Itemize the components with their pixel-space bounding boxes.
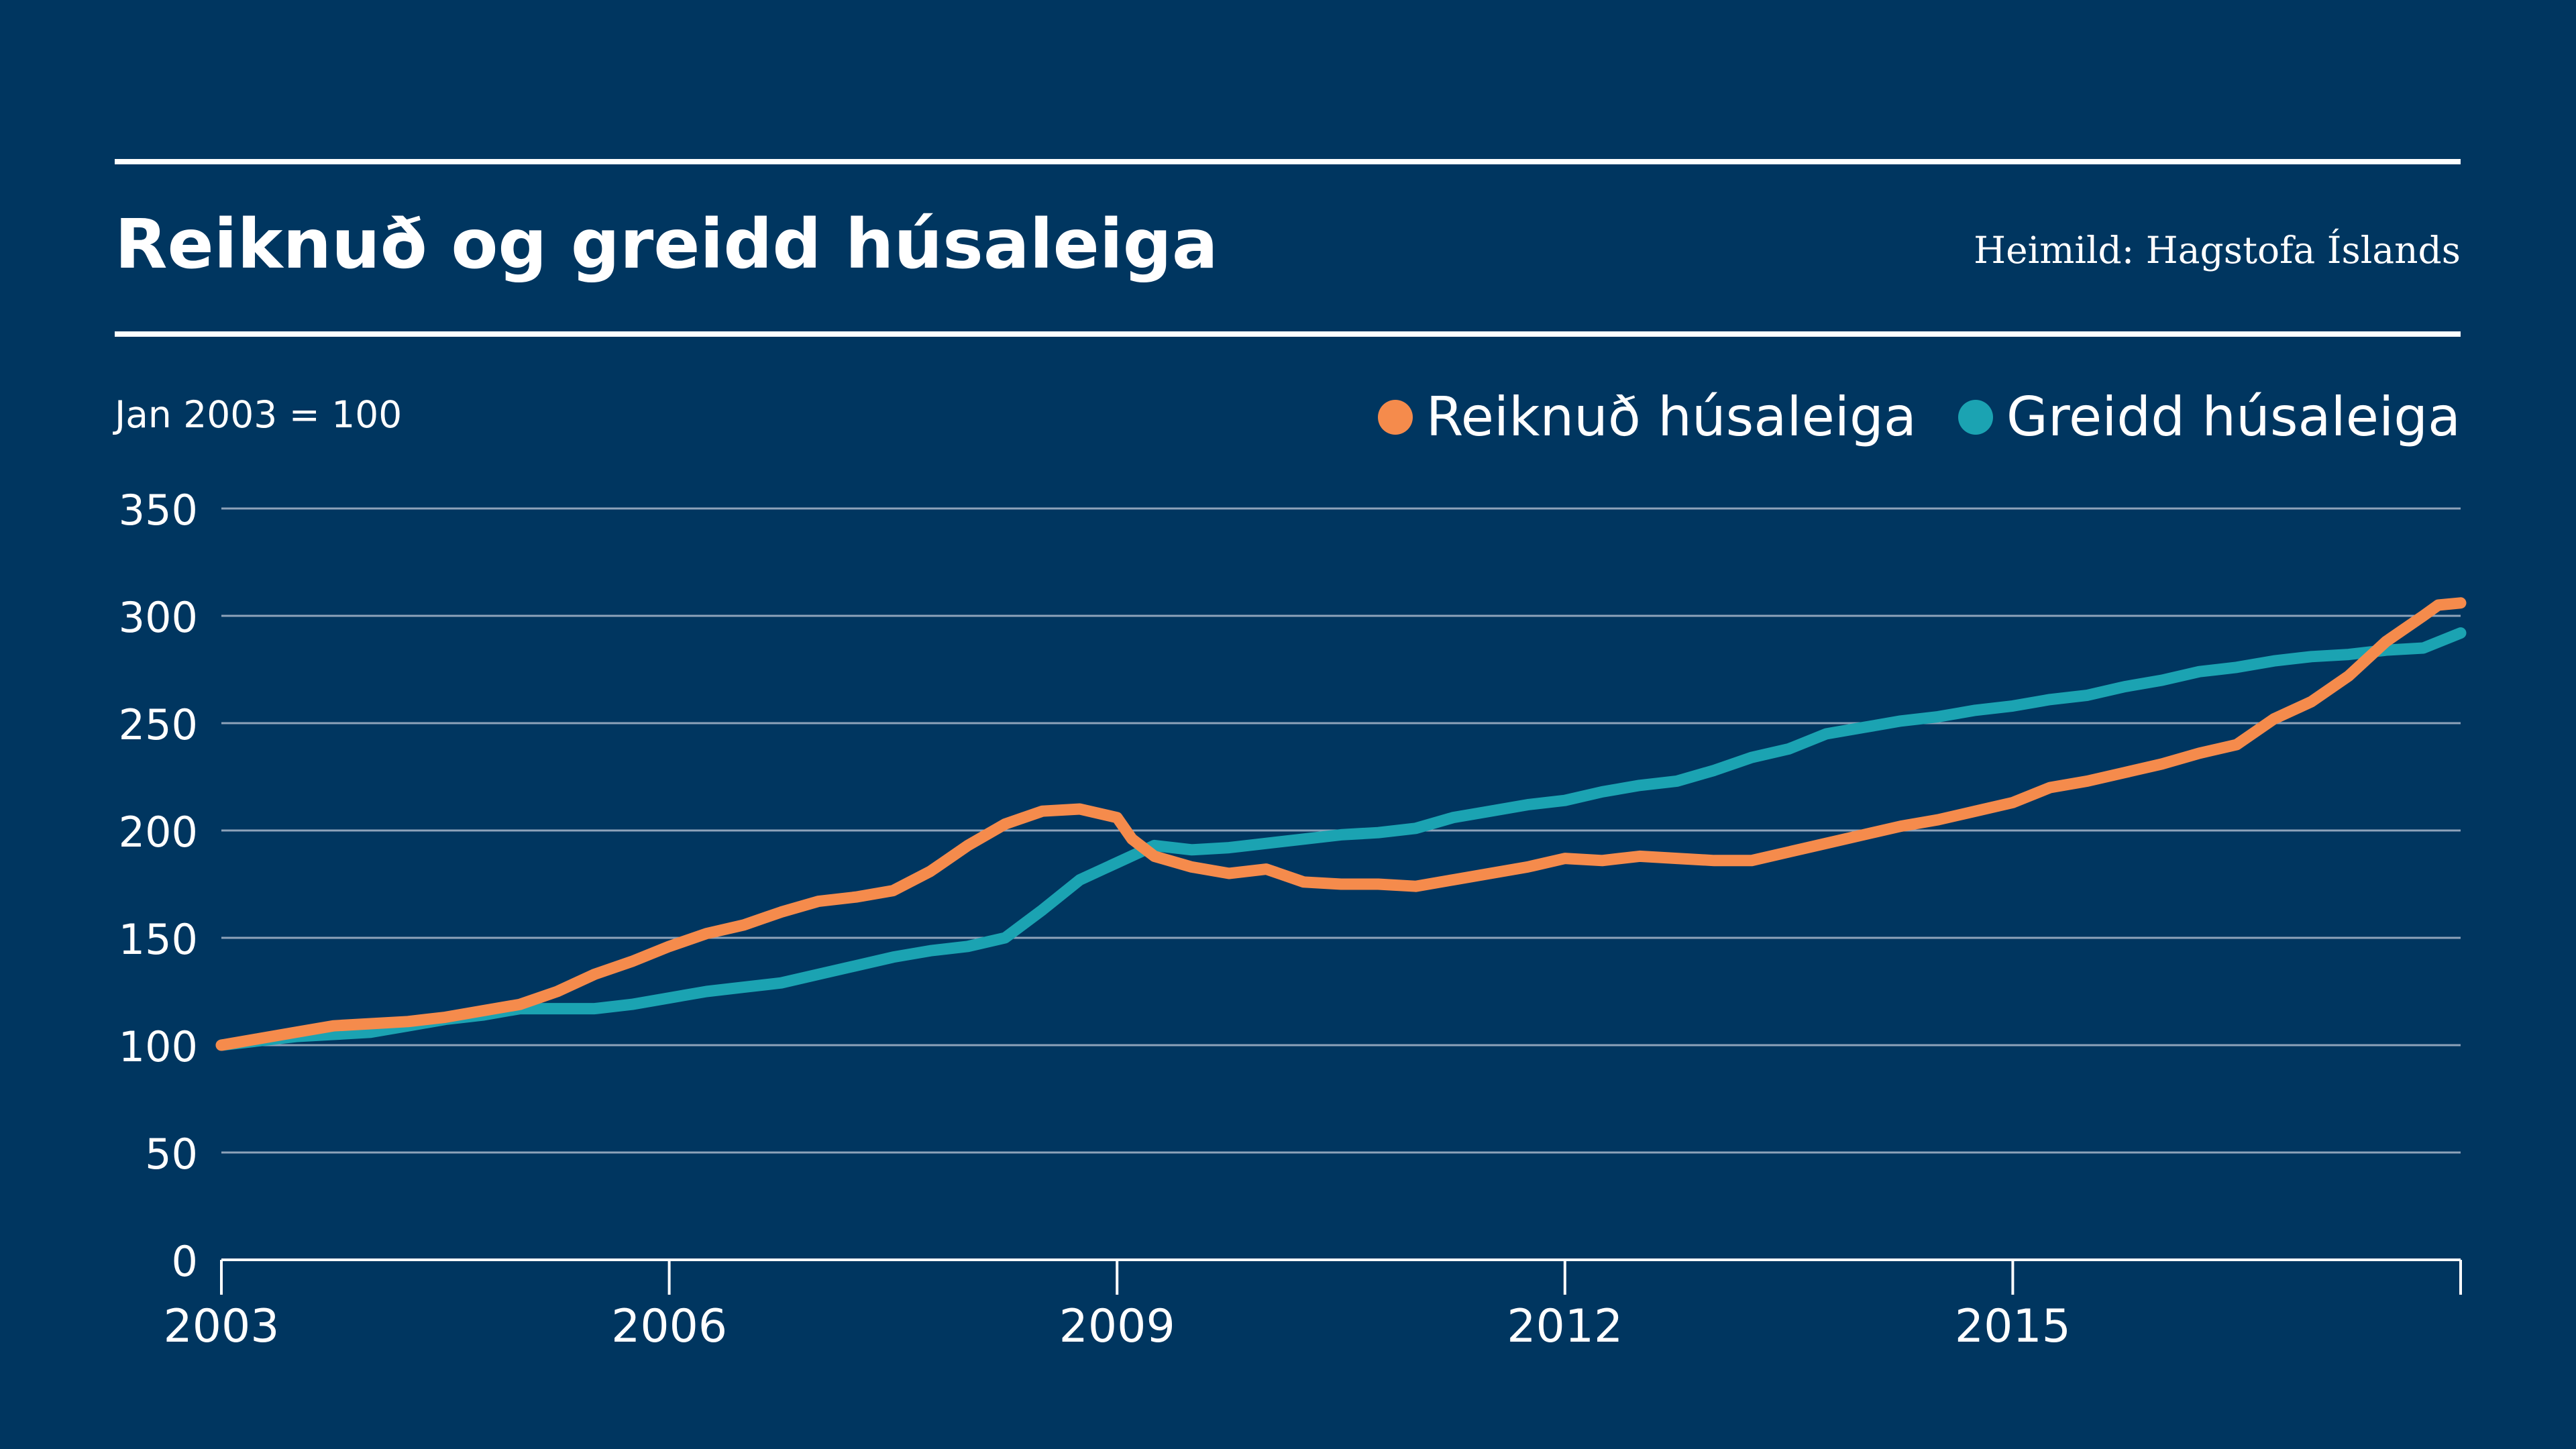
legend-label-reiknud: Reiknuð húsaleiga (1426, 386, 1917, 448)
y-tick-label-200: 200 (119, 808, 198, 857)
x-axis (220, 1258, 2462, 1295)
unit-note: Jan 2003 = 100 (115, 393, 402, 436)
tick-labels: 0 50 100 150 200 250 300 350 2003 2006 2009 2012 201… (119, 486, 2071, 1353)
legend-dot-reiknud (1377, 400, 1413, 435)
x-tick-label-2009: 2009 (1059, 1300, 1175, 1353)
chart-title: Reiknuð og greidd húsaleiga (115, 205, 1218, 284)
x-tick-label-2006: 2006 (611, 1300, 727, 1353)
y-tick-label-0: 0 (172, 1237, 198, 1286)
legend-item-reiknud: Reiknuð húsaleiga (1377, 384, 1917, 451)
legend-dot-greidd (1957, 400, 1993, 435)
legend: Reiknuð húsaleiga Greidd húsaleiga (1336, 384, 2461, 451)
header-rule-bottom (115, 331, 2461, 337)
header-rule-top (115, 159, 2461, 164)
y-tick-label-150: 150 (119, 915, 198, 964)
y-tick-label-300: 300 (119, 593, 198, 642)
y-tick-label-250: 250 (119, 700, 198, 749)
y-tick-label-100: 100 (119, 1022, 198, 1071)
x-tick-label-2015: 2015 (1955, 1300, 2071, 1353)
series-line-reiknud (215, 597, 2467, 1051)
y-tick-label-350: 350 (119, 486, 198, 535)
source-note: Heimild: Hagstofa Íslands (1974, 229, 2461, 272)
legend-label-greidd: Greidd húsaleiga (2006, 386, 2461, 448)
x-tick-label-2003: 2003 (163, 1300, 279, 1353)
series-lines (215, 597, 2467, 1051)
gridlines (221, 507, 2461, 1154)
y-tick-label-50: 50 (145, 1130, 198, 1179)
x-tick-label-2012: 2012 (1507, 1300, 1623, 1353)
legend-item-greidd: Greidd húsaleiga (1957, 384, 2461, 451)
series-line-greidd (215, 627, 2467, 1051)
